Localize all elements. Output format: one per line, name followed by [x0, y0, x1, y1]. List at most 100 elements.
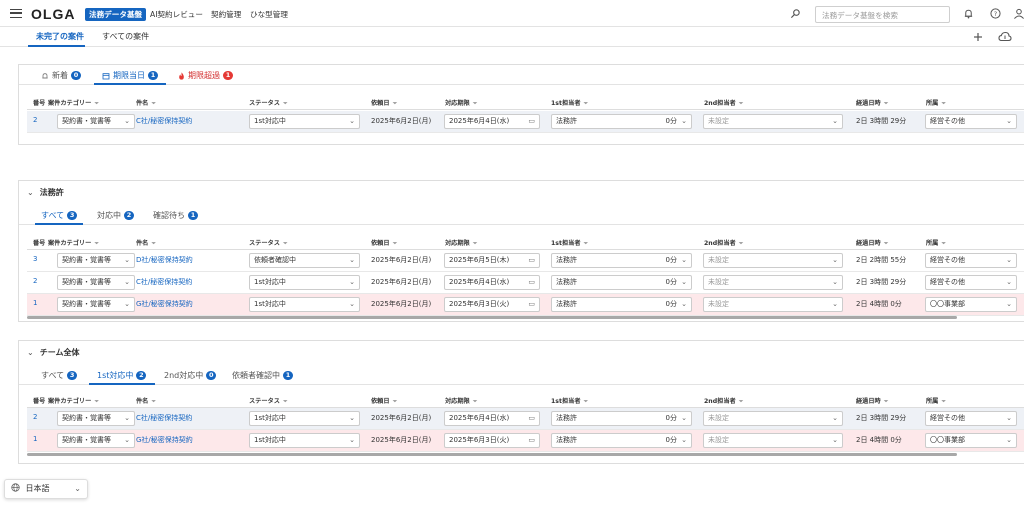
department-select[interactable]: 経営その他 ⌄ [925, 411, 1017, 426]
column-header-number[interactable]: 番号 ⏷ [33, 396, 53, 406]
first-assignee-select[interactable]: 法務許 0分 ⌄ [551, 114, 692, 129]
first-assignee-select[interactable]: 法務許 0分 ⌄ [551, 297, 692, 312]
filter-icon[interactable]: ⏷ [883, 398, 889, 405]
case-name-link[interactable]: G社/秘密保持契約 [136, 300, 193, 308]
filter-icon[interactable]: ⏷ [48, 398, 54, 405]
column-header-requested-date[interactable]: 依頼日 ⏷ [371, 396, 398, 406]
tab-due-today[interactable]: 期限当日 1 [102, 70, 158, 81]
filter-icon[interactable]: ⏷ [738, 100, 744, 107]
column-header-name[interactable]: 件名 ⏷ [136, 396, 156, 406]
column-header-category[interactable]: 案件カテゴリー ⏷ [48, 396, 99, 406]
department-select[interactable]: 経営その他 ⌄ [925, 253, 1017, 268]
table-row[interactable]: 2 契約書・覚書等 ⌄ C社/秘密保持契約 1st対応中 ⌄ 2025年6月2日(月) 202… [27, 272, 1024, 294]
department-select[interactable]: 〇〇事業部 ⌄ [925, 433, 1017, 448]
column-header-department[interactable]: 所属 ⏷ [926, 396, 946, 406]
column-header-first-assignee[interactable]: 1st担当者 ⏷ [551, 238, 588, 248]
filter-icon[interactable]: ⏷ [94, 240, 100, 247]
filter-icon[interactable]: ⏷ [151, 100, 157, 107]
first-assignee-select[interactable]: 法務許 0分 ⌄ [551, 433, 692, 448]
column-header-second-assignee[interactable]: 2nd担当者 ⏷ [704, 396, 744, 406]
filter-icon[interactable]: ⏷ [583, 398, 589, 405]
horizontal-scrollbar[interactable] [27, 453, 957, 456]
row-number[interactable]: 1 [33, 299, 38, 307]
case-name-link[interactable]: G社/秘密保持契約 [136, 436, 193, 444]
category-select[interactable]: 契約書・覚書等 ⌄ [57, 411, 135, 426]
table-row[interactable]: 1 契約書・覚書等 ⌄ G社/秘密保持契約 1st対応中 ⌄ 2025年6月2日(月) 202… [27, 430, 1024, 452]
filter-icon[interactable]: ⏷ [392, 398, 398, 405]
second-assignee-select[interactable]: 未設定 ⌄ [703, 275, 843, 290]
tab-requester-confirming[interactable]: 依頼者確認中 1 [232, 370, 293, 381]
status-select[interactable]: 1st対応中 ⌄ [249, 275, 360, 290]
table-row[interactable]: 1 契約書・覚書等 ⌄ G社/秘密保持契約 1st対応中 ⌄ 2025年6月2日(月) 202… [27, 294, 1024, 316]
column-header-deadline[interactable]: 対応期限 ⏷ [445, 98, 478, 108]
deadline-date-picker[interactable]: 2025年6月4日(水) ▭ [444, 275, 540, 290]
department-select[interactable]: 〇〇事業部 ⌄ [925, 297, 1017, 312]
tab-all[interactable]: すべて 3 [41, 210, 78, 221]
category-select[interactable]: 契約書・覚書等 ⌄ [57, 114, 135, 129]
tab-second-in-progress[interactable]: 2nd対応中 0 [164, 370, 217, 381]
category-select[interactable]: 契約書・覚書等 ⌄ [57, 297, 135, 312]
column-header-second-assignee[interactable]: 2nd担当者 ⏷ [704, 238, 744, 248]
department-select[interactable]: 経営その他 ⌄ [925, 114, 1017, 129]
column-header-elapsed[interactable]: 経過日時 ⏷ [856, 238, 889, 248]
column-header-status[interactable]: ステータス ⏷ [249, 396, 288, 406]
column-header-name[interactable]: 件名 ⏷ [136, 238, 156, 248]
deadline-date-picker[interactable]: 2025年6月3日(火) ▭ [444, 433, 540, 448]
row-number[interactable]: 3 [33, 255, 38, 263]
category-select[interactable]: 契約書・覚書等 ⌄ [57, 275, 135, 290]
filter-icon[interactable]: ⏷ [94, 100, 100, 107]
tab-new[interactable]: 新着 0 [41, 70, 81, 81]
filter-icon[interactable]: ⏷ [392, 100, 398, 107]
row-number[interactable]: 1 [33, 435, 38, 443]
filter-icon[interactable]: ⏷ [738, 398, 744, 405]
deadline-date-picker[interactable]: 2025年6月4日(水) ▭ [444, 411, 540, 426]
column-header-category[interactable]: 案件カテゴリー ⏷ [48, 98, 99, 108]
column-header-first-assignee[interactable]: 1st担当者 ⏷ [551, 396, 588, 406]
deadline-date-picker[interactable]: 2025年6月5日(木) ▭ [444, 253, 540, 268]
second-assignee-select[interactable]: 未設定 ⌄ [703, 114, 843, 129]
first-assignee-select[interactable]: 法務許 0分 ⌄ [551, 253, 692, 268]
case-name-link[interactable]: D社/秘密保持契約 [136, 256, 193, 264]
deadline-date-picker[interactable]: 2025年6月3日(火) ▭ [444, 297, 540, 312]
status-select[interactable]: 1st対応中 ⌄ [249, 114, 360, 129]
filter-icon[interactable]: ⏷ [282, 398, 288, 405]
column-header-second-assignee[interactable]: 2nd担当者 ⏷ [704, 98, 744, 108]
row-number[interactable]: 2 [33, 116, 38, 124]
filter-icon[interactable]: ⏷ [941, 398, 947, 405]
horizontal-scrollbar[interactable] [27, 316, 957, 319]
filter-icon[interactable]: ⏷ [282, 100, 288, 107]
language-selector[interactable]: 日本語 ⌄ [4, 479, 88, 499]
nav-ai-review[interactable]: AI契約レビュー [150, 10, 203, 19]
table-row[interactable]: 2 契約書・覚書等 ⌄ C社/秘密保持契約 1st対応中 ⌄ 2025年6月2日(月) 202… [27, 111, 1024, 133]
filter-icon[interactable]: ⏷ [883, 240, 889, 247]
filter-icon[interactable]: ⏷ [48, 100, 54, 107]
second-assignee-select[interactable]: 未設定 ⌄ [703, 411, 843, 426]
filter-icon[interactable]: ⏷ [883, 100, 889, 107]
filter-icon[interactable]: ⏷ [151, 240, 157, 247]
filter-icon[interactable]: ⏷ [472, 240, 478, 247]
section-title[interactable]: ⌄ チーム全体 [27, 347, 79, 358]
second-assignee-select[interactable]: 未設定 ⌄ [703, 253, 843, 268]
column-header-requested-date[interactable]: 依頼日 ⏷ [371, 238, 398, 248]
case-name-link[interactable]: C社/秘密保持契約 [136, 278, 193, 286]
tab-first-in-progress[interactable]: 1st対応中 2 [97, 370, 147, 381]
filter-icon[interactable]: ⏷ [48, 240, 54, 247]
filter-icon[interactable]: ⏷ [151, 398, 157, 405]
first-assignee-select[interactable]: 法務許 0分 ⌄ [551, 275, 692, 290]
filter-icon[interactable]: ⏷ [282, 240, 288, 247]
category-select[interactable]: 契約書・覚書等 ⌄ [57, 433, 135, 448]
filter-icon[interactable]: ⏷ [472, 100, 478, 107]
column-header-elapsed[interactable]: 経過日時 ⏷ [856, 98, 889, 108]
tab-awaiting-confirmation[interactable]: 確認待ち 1 [153, 210, 198, 221]
column-header-elapsed[interactable]: 経過日時 ⏷ [856, 396, 889, 406]
column-header-number[interactable]: 番号 ⏷ [33, 98, 53, 108]
nav-legal-data[interactable]: 法務データ基盤 [85, 8, 147, 21]
help-icon[interactable]: ? [990, 8, 1001, 19]
filter-icon[interactable]: ⏷ [94, 398, 100, 405]
category-select[interactable]: 契約書・覚書等 ⌄ [57, 253, 135, 268]
tab-all-cases[interactable]: すべての案件 [102, 32, 150, 41]
status-select[interactable]: 1st対応中 ⌄ [249, 411, 360, 426]
plus-icon[interactable] [973, 32, 983, 42]
filter-icon[interactable]: ⏷ [392, 240, 398, 247]
column-header-deadline[interactable]: 対応期限 ⏷ [445, 238, 478, 248]
